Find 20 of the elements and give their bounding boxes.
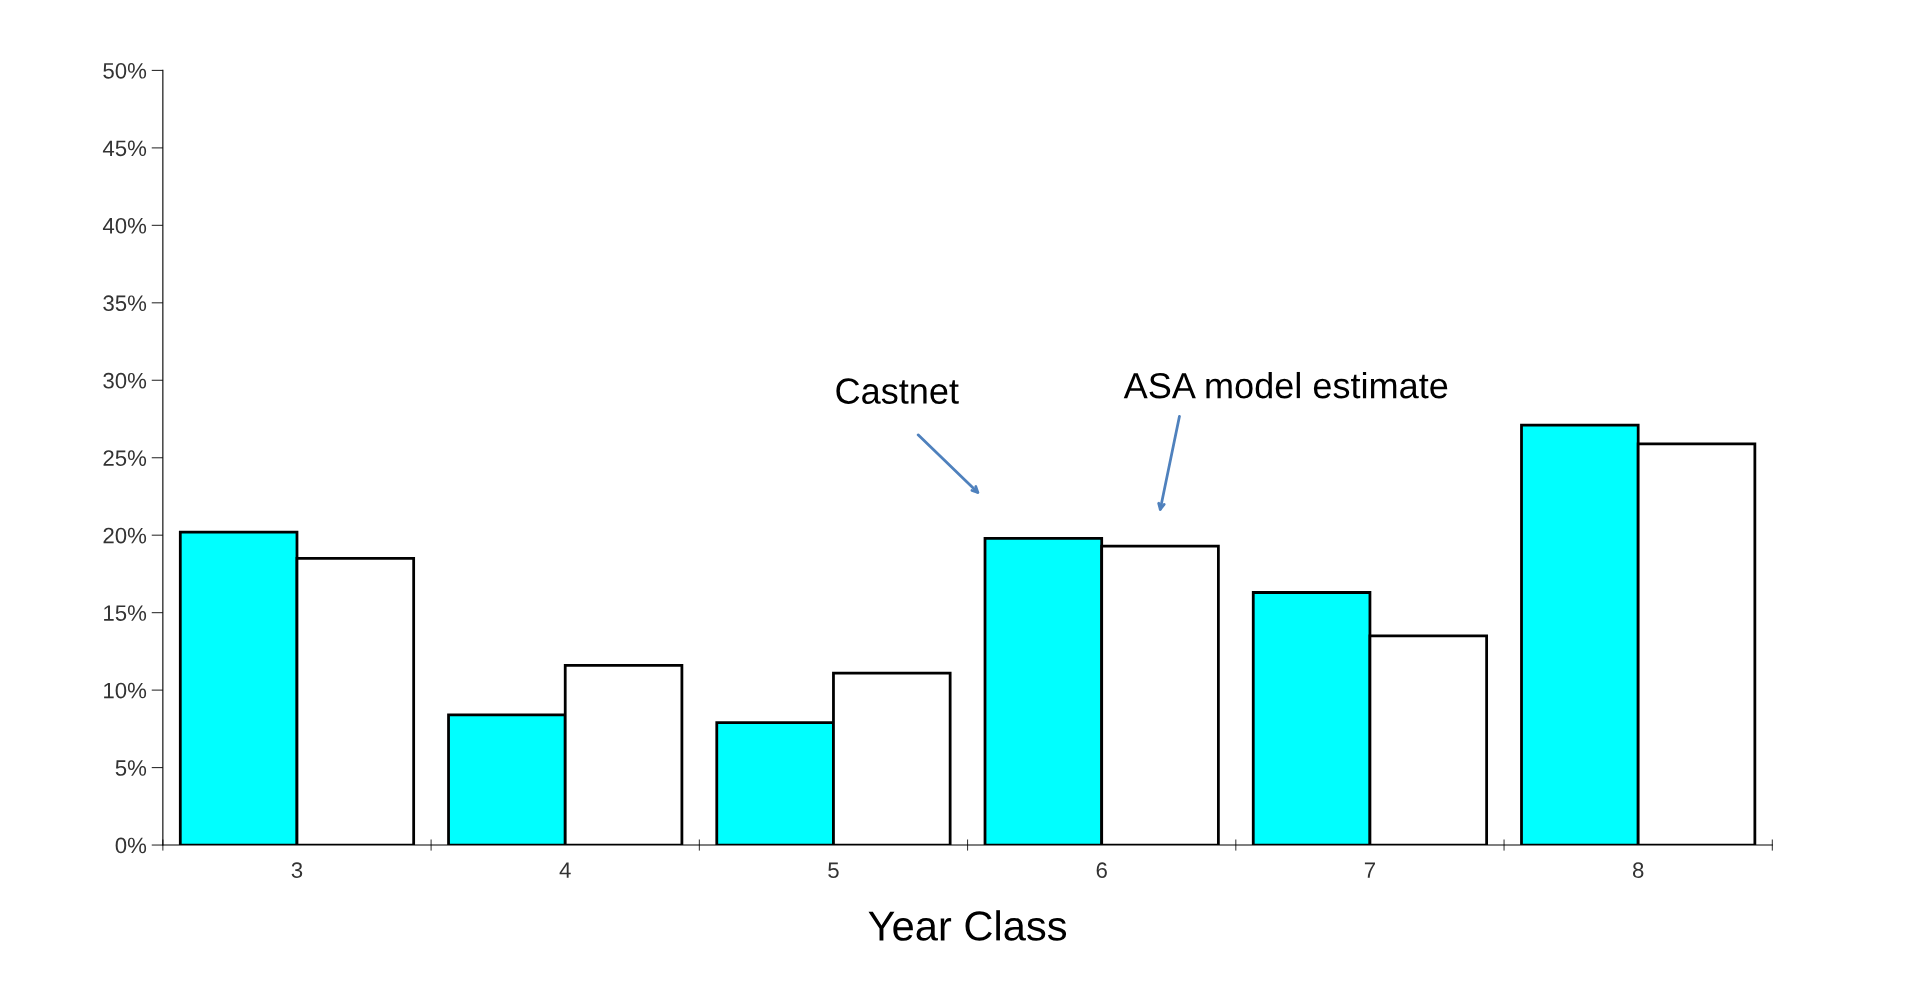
y-tick-label: 25% [103, 450, 147, 466]
y-tick-label: 40% [102, 217, 147, 234]
annotation: Castnet [836, 378, 959, 404]
y-tick-label: 50% [103, 62, 147, 79]
y-tick-label: 35% [103, 295, 147, 312]
y-tick-label: 15% [104, 605, 147, 621]
annotation: ASA model estimate [1123, 371, 1448, 399]
y-tick-label: 30% [103, 372, 147, 389]
x-tick-label: 3 [291, 862, 303, 879]
x-tick-label: 4 [559, 862, 571, 878]
y-tick-label: 5% [115, 760, 147, 776]
x-tick-label: 6 [1096, 862, 1107, 879]
y-tick-label: 45% [102, 140, 147, 157]
x-tick-label: 7 [1364, 862, 1375, 878]
x-tick-label: 8 [1632, 862, 1644, 879]
x-axis-title: Year Class [868, 910, 1067, 941]
x-tick-label: 5 [828, 862, 839, 879]
y-tick-label: 20% [103, 527, 147, 544]
y-tick-label: 10% [104, 682, 147, 699]
y-tick-label: 0% [115, 837, 147, 854]
